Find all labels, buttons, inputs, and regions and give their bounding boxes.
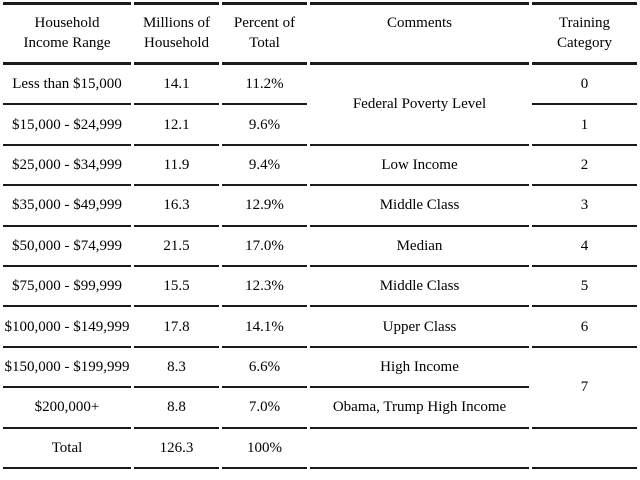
category-cell: 2 <box>532 146 637 187</box>
table-row: $200,000+ 8.8 7.0% Obama, Trump High Inc… <box>3 388 637 429</box>
header-comments: Comments <box>310 2 529 65</box>
category-cell: 6 <box>532 307 637 348</box>
comment-cell: Federal Poverty Level <box>310 65 529 146</box>
millions-cell: 11.9 <box>134 146 219 187</box>
percent-cell: 100% <box>222 429 307 469</box>
millions-cell: 14.1 <box>134 65 219 106</box>
comment-cell: Middle Class <box>310 267 529 308</box>
income-range-cell: $50,000 - $74,999 <box>3 227 131 267</box>
millions-cell: 16.3 <box>134 186 219 227</box>
percent-cell: 11.2% <box>222 65 307 106</box>
income-range-cell: $15,000 - $24,999 <box>3 105 131 146</box>
millions-cell: 17.8 <box>134 307 219 348</box>
category-cell <box>532 429 637 469</box>
header-millions: Millions of Household <box>134 2 219 65</box>
income-range-cell: $35,000 - $49,999 <box>3 186 131 227</box>
percent-cell: 12.9% <box>222 186 307 227</box>
header-training-category: Training Category <box>532 2 637 65</box>
percent-cell: 12.3% <box>222 267 307 308</box>
table-row: $100,000 - $149,999 17.8 14.1% Upper Cla… <box>3 307 637 348</box>
income-range-cell: Total <box>3 429 131 469</box>
millions-cell: 12.1 <box>134 105 219 146</box>
category-cell: 5 <box>532 267 637 308</box>
income-range-cell: $100,000 - $149,999 <box>3 307 131 348</box>
header-row: Household Income Range Millions of House… <box>3 2 637 65</box>
percent-cell: 17.0% <box>222 227 307 267</box>
table-row: $75,000 - $99,999 15.5 12.3% Middle Clas… <box>3 267 637 308</box>
category-cell: 7 <box>532 348 637 429</box>
comment-cell: Low Income <box>310 146 529 187</box>
table-row: $150,000 - $199,999 8.3 6.6% High Income… <box>3 348 637 429</box>
table-row: $25,000 - $34,999 11.9 9.4% Low Income 2 <box>3 146 637 187</box>
comment-cell: High Income <box>310 348 529 389</box>
percent-cell: 14.1% <box>222 307 307 348</box>
table-row: Less than $15,000 14.1 11.2% Federal Pov… <box>3 65 637 146</box>
millions-cell: 15.5 <box>134 267 219 308</box>
category-cell: 3 <box>532 186 637 227</box>
comment-cell: Obama, Trump High Income <box>310 388 529 429</box>
category-cell: 0 <box>532 65 637 106</box>
header-income-range: Household Income Range <box>3 2 131 65</box>
category-cell: 1 <box>532 105 637 146</box>
millions-cell: 126.3 <box>134 429 219 469</box>
millions-cell: 21.5 <box>134 227 219 267</box>
category-cell: 4 <box>532 227 637 267</box>
comment-cell: Median <box>310 227 529 267</box>
income-range-cell: $75,000 - $99,999 <box>3 267 131 308</box>
income-range-cell: $200,000+ <box>3 388 131 429</box>
percent-cell: 9.4% <box>222 146 307 187</box>
income-range-cell: Less than $15,000 <box>3 65 131 106</box>
income-range-cell: $150,000 - $199,999 <box>3 348 131 389</box>
millions-cell: 8.8 <box>134 388 219 429</box>
table-row: $15,000 - $24,999 12.1 9.6% 1 <box>3 105 637 146</box>
comment-cell <box>310 429 529 469</box>
total-row: Total 126.3 100% <box>3 429 637 469</box>
household-income-table: Household Income Range Millions of House… <box>0 2 640 469</box>
millions-cell: 8.3 <box>134 348 219 389</box>
percent-cell: 9.6% <box>222 105 307 146</box>
income-range-cell: $25,000 - $34,999 <box>3 146 131 187</box>
percent-cell: 7.0% <box>222 388 307 429</box>
table-row: $35,000 - $49,999 16.3 12.9% Middle Clas… <box>3 186 637 227</box>
percent-cell: 6.6% <box>222 348 307 389</box>
comment-cell: Middle Class <box>310 186 529 227</box>
table-row: $50,000 - $74,999 21.5 17.0% Median 4 <box>3 227 637 267</box>
header-percent: Percent of Total <box>222 2 307 65</box>
comment-cell: Upper Class <box>310 307 529 348</box>
